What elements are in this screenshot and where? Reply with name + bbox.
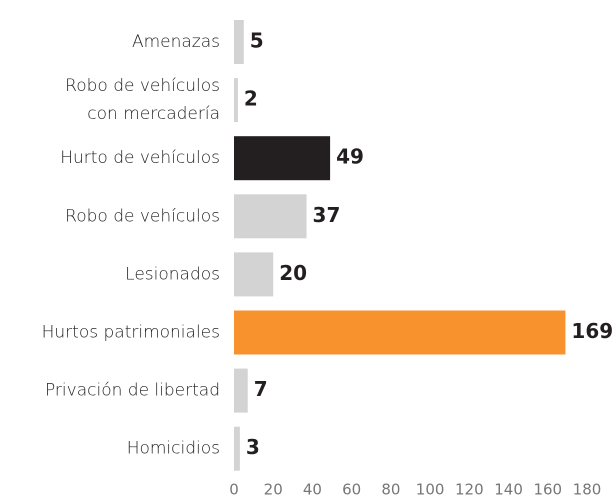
category-label: Robo de vehículos (65, 76, 220, 96)
category-label: Privación de libertad (45, 381, 220, 401)
category-label: Hurtos patrimoniales (42, 323, 220, 343)
x-tick-label: 60 (342, 481, 361, 499)
category-label: Homicidios (127, 439, 220, 459)
x-tick-label: 100 (416, 481, 445, 499)
category-label: Hurto de vehículos (60, 148, 220, 168)
category-label: Amenazas (132, 32, 220, 52)
value-label: 37 (313, 203, 341, 227)
value-label: 2 (244, 87, 258, 111)
x-tick-label: 180 (573, 481, 602, 499)
value-label: 49 (336, 145, 364, 169)
bar (234, 426, 240, 471)
category-label: Robo de vehículos (65, 206, 220, 226)
bar (234, 252, 274, 297)
bar (234, 136, 331, 181)
bar (234, 310, 566, 355)
x-tick-label: 20 (264, 481, 283, 499)
bar (234, 20, 244, 64)
bar (234, 368, 248, 413)
value-label: 169 (571, 319, 612, 343)
value-label: 20 (279, 261, 307, 285)
value-label: 3 (246, 435, 260, 459)
x-tick-label: 120 (455, 481, 484, 499)
bar (234, 194, 307, 239)
value-label: 5 (250, 29, 264, 53)
x-tick-label: 0 (229, 481, 239, 499)
x-tick-label: 40 (303, 481, 322, 499)
value-label: 7 (254, 377, 268, 401)
category-label: con mercadería (87, 104, 220, 124)
bar (234, 78, 238, 123)
x-tick-label: 140 (494, 481, 523, 499)
category-label: Lesionados (125, 264, 220, 284)
x-tick-label: 160 (533, 481, 562, 499)
x-tick-label: 80 (381, 481, 400, 499)
